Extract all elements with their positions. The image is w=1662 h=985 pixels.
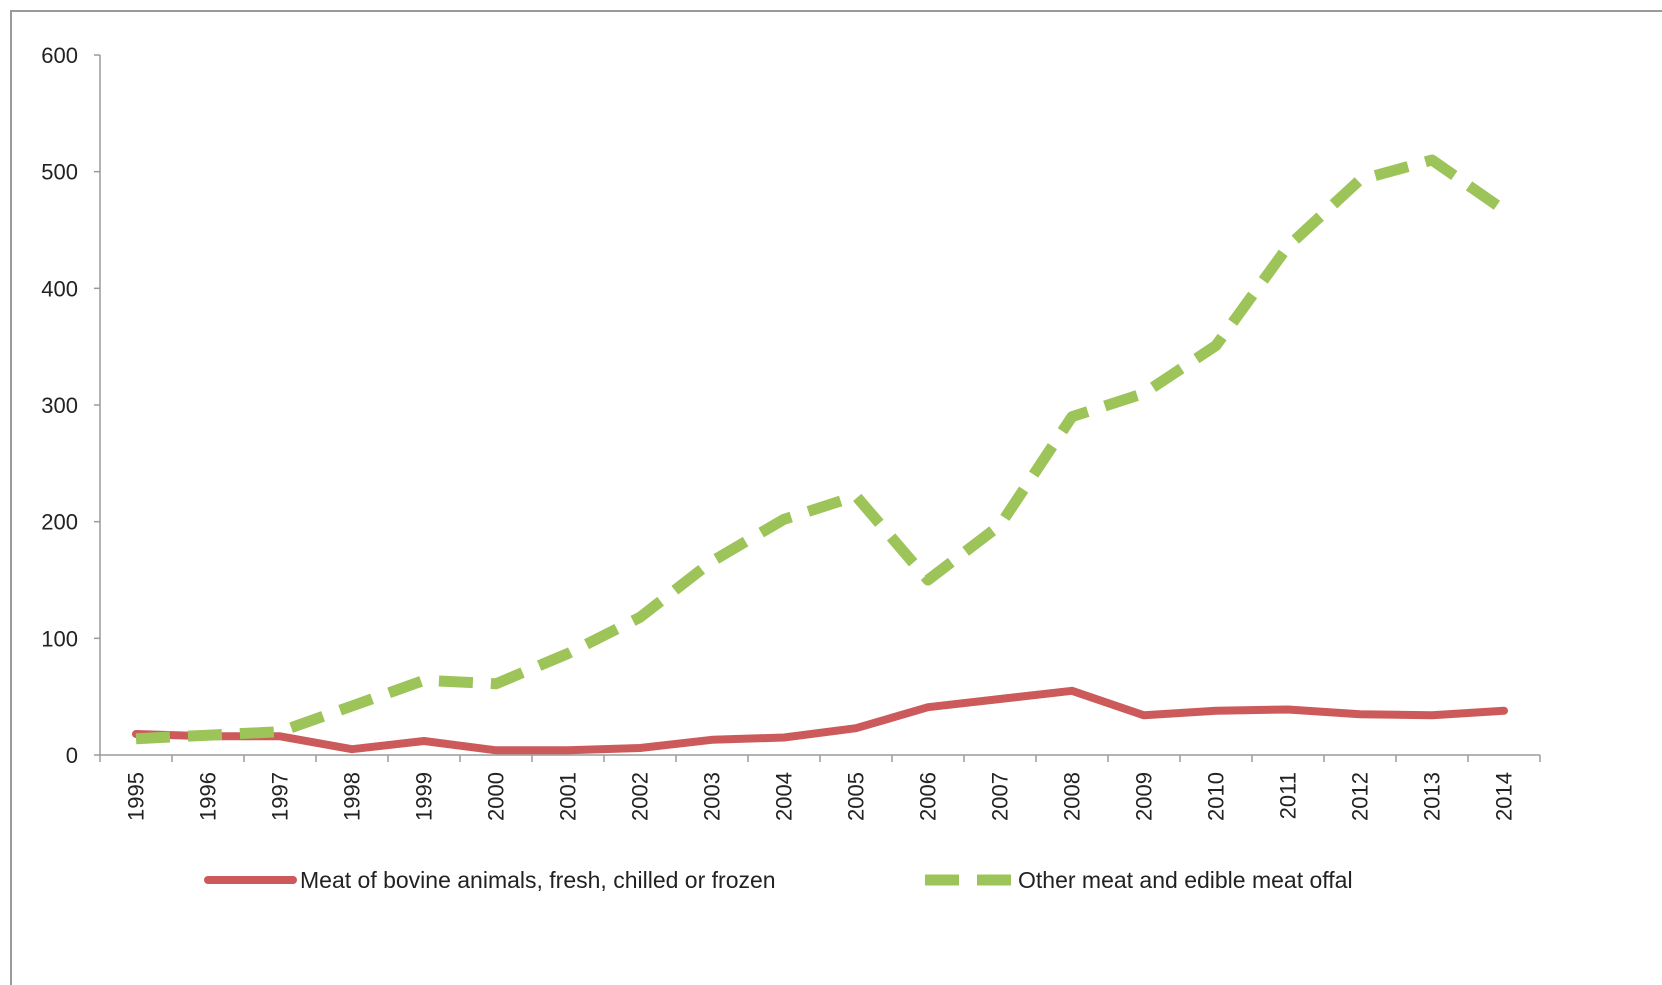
legend-label-1: Other meat and edible meat offal — [1018, 867, 1353, 893]
y-tick-label: 0 — [66, 743, 78, 768]
x-tick-label: 1996 — [196, 772, 221, 821]
series-line-1 — [135, 154, 1508, 745]
y-tick-label: 300 — [41, 393, 78, 418]
x-tick-label: 2007 — [988, 772, 1013, 821]
y-tick-label: 500 — [41, 160, 78, 185]
x-tick-label: 2004 — [772, 772, 797, 821]
x-tick-label: 1999 — [412, 772, 437, 821]
series-lines — [132, 154, 1508, 755]
x-tick-label: 2005 — [844, 772, 869, 821]
y-tick-label: 100 — [41, 626, 78, 651]
legend-label-0: Meat of bovine animals, fresh, chilled o… — [300, 867, 776, 893]
x-tick-label: 2008 — [1060, 772, 1085, 821]
x-tick-label: 1998 — [340, 772, 365, 821]
x-tick-label: 2002 — [628, 772, 653, 821]
x-tick-label: 2001 — [556, 772, 581, 821]
x-tick-label: 1995 — [124, 772, 149, 821]
x-tick-label: 2006 — [916, 772, 941, 821]
y-axis: 0 100 200 300 400 500 600 — [41, 43, 101, 768]
legend: Meat of bovine animals, fresh, chilled o… — [204, 867, 1353, 893]
x-tick-label: 2010 — [1204, 772, 1229, 821]
x-tick-label: 2013 — [1420, 772, 1445, 821]
y-tick-label: 400 — [41, 276, 78, 301]
x-tick-label: 2009 — [1132, 772, 1157, 821]
x-tick-label: 2003 — [700, 772, 725, 821]
x-axis: 1995 1996 1997 1998 1999 2000 2001 2002 2003 2004… — [99, 754, 1541, 821]
y-tick-label: 200 — [41, 510, 78, 535]
x-tick-label: 2014 — [1492, 772, 1517, 821]
y-tick-label: 600 — [41, 43, 78, 68]
series-line-0 — [132, 686, 1508, 755]
x-tick-label: 1997 — [268, 772, 293, 821]
chart-frame — [10, 10, 1662, 985]
x-tick-label: 2000 — [484, 772, 509, 821]
x-tick-label: 2012 — [1348, 772, 1373, 821]
x-tick-label: 2011 — [1276, 772, 1301, 819]
